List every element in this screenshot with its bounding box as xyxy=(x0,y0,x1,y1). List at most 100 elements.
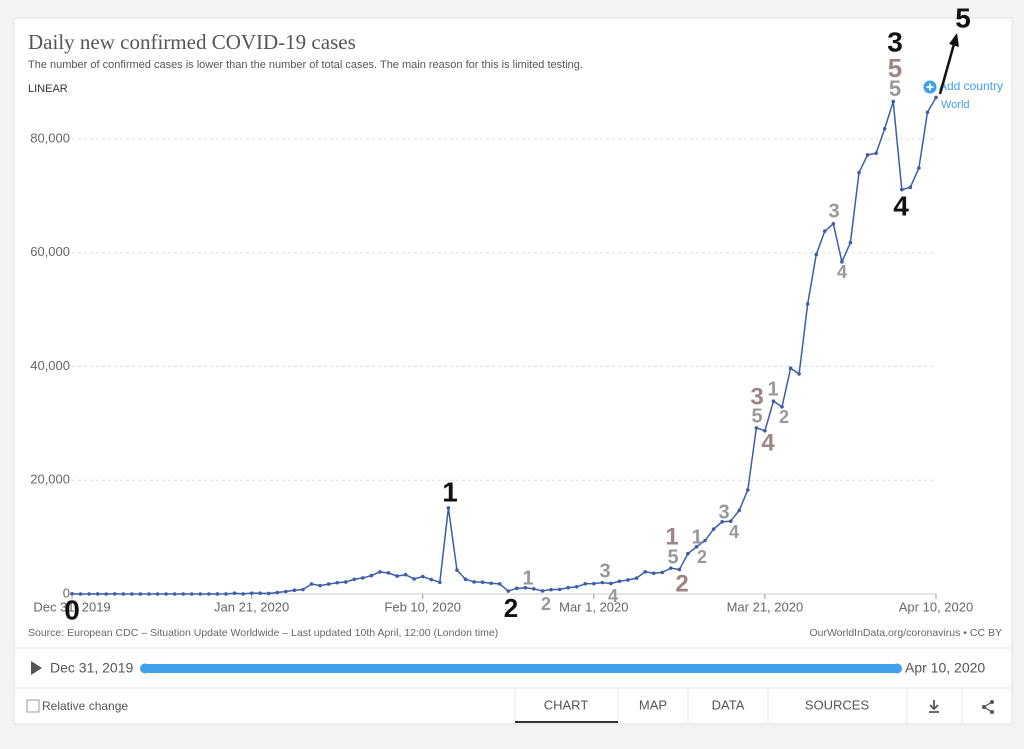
data-point xyxy=(549,587,553,592)
tab[interactable]: SOURCES xyxy=(805,697,870,712)
data-point xyxy=(318,583,322,588)
download-icon[interactable] xyxy=(929,700,939,713)
data-point xyxy=(557,587,562,592)
annotation: 1 xyxy=(665,523,678,550)
play-button[interactable] xyxy=(31,661,42,675)
data-point xyxy=(138,592,143,596)
annotation: 2 xyxy=(675,570,688,597)
checkbox[interactable] xyxy=(26,699,40,713)
data-point xyxy=(335,580,339,585)
data-point xyxy=(754,426,759,430)
plot: 0 20,000 40,000 60,000 80,000 Dec 31, 2019 Jan… xyxy=(30,95,973,614)
annotation: 5 xyxy=(751,405,762,427)
data-point xyxy=(788,366,793,371)
tab-bar: CHART MAP DATA SOURCES xyxy=(514,688,994,724)
data-point xyxy=(352,577,357,582)
annotation: 4 xyxy=(608,586,618,606)
annotation: 4 xyxy=(729,522,739,542)
data-point xyxy=(882,126,887,131)
data-point xyxy=(917,166,921,170)
data-point xyxy=(728,519,733,523)
data-point xyxy=(480,580,485,585)
add-country[interactable]: Add country xyxy=(939,79,1003,93)
data-point xyxy=(934,95,938,100)
data-point xyxy=(403,572,408,577)
data-point xyxy=(343,580,348,584)
annotation: 0 xyxy=(64,594,80,625)
data-point xyxy=(472,580,476,584)
x-tick-label: Jan 21, 2020 xyxy=(214,599,289,614)
relative-change[interactable]: Relative change xyxy=(42,699,128,713)
data-point xyxy=(121,592,126,596)
data-point xyxy=(643,570,647,574)
y-tick-label: 60,000 xyxy=(30,244,70,259)
y-tick-label: 40,000 xyxy=(30,358,70,373)
data-point xyxy=(284,589,288,594)
annotation: 4 xyxy=(761,429,775,456)
annotation: 2 xyxy=(697,547,707,567)
data-point xyxy=(506,589,511,593)
timeline-bar[interactable] xyxy=(144,664,898,673)
annotation: 1 xyxy=(522,567,533,589)
annotation: 5 xyxy=(889,76,901,101)
data-point xyxy=(874,151,878,156)
data-point xyxy=(112,592,117,596)
data-point xyxy=(771,399,776,403)
data-point xyxy=(207,592,211,596)
data-point xyxy=(378,570,382,574)
x-tick-label: Dec 31, 2019 xyxy=(33,599,110,614)
x-tick-label: Feb 10, 2020 xyxy=(384,599,461,614)
data-point xyxy=(198,592,203,596)
data-point xyxy=(395,574,399,578)
data-point xyxy=(660,570,665,575)
timeline-handle[interactable] xyxy=(140,663,150,674)
y-tick-label: 20,000 xyxy=(30,472,70,487)
data-point xyxy=(711,527,716,531)
data-point xyxy=(592,581,596,586)
data-point xyxy=(275,590,280,595)
data-point xyxy=(686,551,690,556)
data-point xyxy=(694,544,699,549)
annotation: 2 xyxy=(504,593,518,623)
data-point xyxy=(831,221,836,226)
tab[interactable]: MAP xyxy=(639,697,667,712)
data-point xyxy=(617,579,622,584)
data-point xyxy=(429,577,434,582)
annotation: 1 xyxy=(691,526,702,548)
add-icon-plus xyxy=(926,83,934,91)
tab[interactable]: CHART xyxy=(544,697,589,712)
data-point xyxy=(600,580,605,585)
card xyxy=(13,17,1013,725)
data-point xyxy=(361,576,365,580)
data-point xyxy=(181,592,186,596)
data-point xyxy=(309,582,314,586)
data-point xyxy=(737,508,742,513)
data-point xyxy=(865,153,870,157)
data-point xyxy=(805,302,810,306)
data-point xyxy=(232,591,237,596)
share-icon[interactable] xyxy=(982,700,994,714)
annotation: 3 xyxy=(750,383,763,410)
data-point xyxy=(540,589,545,593)
data-point xyxy=(412,577,416,581)
data-point xyxy=(215,592,220,596)
data-point xyxy=(301,587,305,592)
data-point xyxy=(797,372,801,376)
data-point xyxy=(566,585,570,590)
timeline-handle[interactable] xyxy=(892,663,902,674)
scale-toggle[interactable]: LINEAR xyxy=(28,83,68,95)
annotation: 1 xyxy=(442,476,458,507)
credit: OurWorldInData.org/coronavirus • CC BY xyxy=(809,627,1002,639)
annotation: 3 xyxy=(887,26,903,57)
data-point xyxy=(241,592,245,596)
data-point xyxy=(147,592,151,596)
chart-subtitle: The number of confirmed cases is lower t… xyxy=(28,59,583,71)
data-point xyxy=(249,591,254,595)
tab[interactable]: DATA xyxy=(712,697,745,712)
data-point xyxy=(258,591,262,596)
data-point xyxy=(677,567,682,572)
data-point xyxy=(515,586,519,591)
data-point xyxy=(780,405,784,409)
